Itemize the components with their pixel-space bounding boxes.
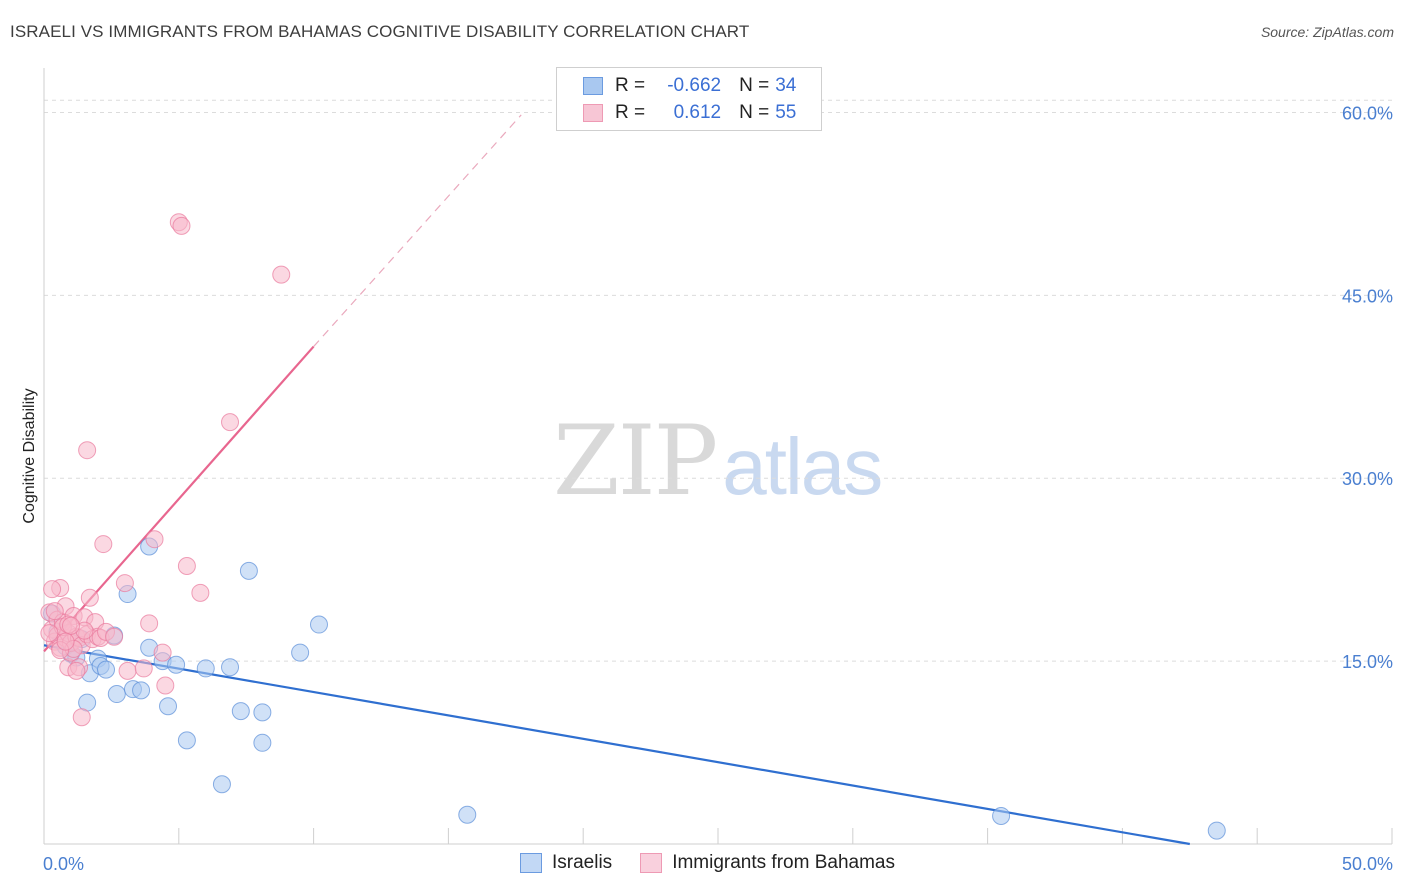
point-israelis xyxy=(159,697,178,716)
legend-n-label: N = xyxy=(739,102,770,123)
point-israelis xyxy=(177,731,196,750)
series-legend-israelis[interactable]: Israelis xyxy=(520,852,612,874)
legend-row-israelis: R = -0.662 N = 34 xyxy=(583,73,796,99)
point-bahamas xyxy=(94,535,113,554)
legend-r-label: R = xyxy=(615,75,646,96)
trend-line-bahamas xyxy=(43,345,315,653)
legend-r-value: 0.612 xyxy=(673,102,722,123)
x-tick-label: 50.0% xyxy=(1342,854,1393,874)
legend-r-label: R = xyxy=(615,102,646,123)
point-israelis xyxy=(212,775,231,794)
trend-line-israelis xyxy=(43,644,1190,846)
watermark-atlas: atlas xyxy=(722,422,883,511)
chart-title: ISRAELI VS IMMIGRANTS FROM BAHAMAS COGNI… xyxy=(10,22,750,41)
y-tick-label: 45.0% xyxy=(1342,286,1393,306)
point-israelis xyxy=(253,733,272,752)
trend-line-bahamas-extension xyxy=(313,114,522,347)
point-bahamas xyxy=(72,708,91,727)
point-israelis xyxy=(107,685,126,704)
watermark: ZIPatlas xyxy=(553,405,883,517)
point-bahamas xyxy=(67,661,86,680)
legend-swatch-israelis xyxy=(583,77,603,95)
point-bahamas xyxy=(115,574,134,593)
point-israelis xyxy=(167,655,186,674)
y-tick-label: 30.0% xyxy=(1342,469,1393,489)
point-bahamas xyxy=(140,614,159,633)
point-bahamas xyxy=(45,602,64,621)
point-israelis xyxy=(458,805,477,824)
series-name-bahamas: Immigrants from Bahamas xyxy=(672,852,895,873)
point-bahamas xyxy=(221,413,240,432)
point-bahamas xyxy=(272,265,291,284)
y-tick-label: 60.0% xyxy=(1342,103,1393,123)
tick-labels: 15.0% 30.0% 45.0% 60.0% 0.0% 50.0% Cognitive D… xyxy=(21,103,1393,874)
correlation-legend: R = -0.662 N = 34 R = 0.612 N = 55 xyxy=(556,67,822,131)
legend-r-value: -0.662 xyxy=(667,75,722,96)
point-bahamas xyxy=(43,580,62,599)
point-israelis xyxy=(309,615,328,634)
point-bahamas xyxy=(78,441,97,460)
point-israelis xyxy=(132,681,151,700)
legend-n-label: N = xyxy=(739,75,770,96)
source-label[interactable]: Source: ZipAtlas.com xyxy=(1260,24,1394,40)
point-bahamas xyxy=(80,588,99,607)
point-bahamas xyxy=(40,624,59,643)
point-bahamas xyxy=(134,659,153,678)
series-swatch-bahamas xyxy=(640,853,663,873)
legend-n-value: 34 xyxy=(775,75,797,96)
y-axis-label: Cognitive Disability xyxy=(21,388,38,523)
point-israelis xyxy=(291,643,310,662)
series-legend: Israelis Immigrants from Bahamas xyxy=(520,852,923,874)
series-name-israelis: Israelis xyxy=(552,852,613,873)
point-israelis xyxy=(253,703,272,722)
point-bahamas xyxy=(177,557,196,576)
point-bahamas xyxy=(172,216,191,235)
series-legend-bahamas[interactable]: Immigrants from Bahamas xyxy=(640,852,895,874)
y-tick-label: 15.0% xyxy=(1342,652,1393,672)
point-bahamas xyxy=(118,661,137,680)
legend-row-bahamas: R = 0.612 N = 55 xyxy=(583,100,796,126)
x-tick-label: 0.0% xyxy=(43,854,84,874)
point-israelis xyxy=(196,659,215,678)
watermark-zip: ZIP xyxy=(553,405,718,517)
point-israelis xyxy=(231,702,250,721)
point-bahamas xyxy=(56,632,75,651)
trend-lines xyxy=(43,114,1190,846)
legend-n-value: 55 xyxy=(775,102,797,123)
point-bahamas xyxy=(156,676,175,695)
point-israelis xyxy=(1207,821,1226,840)
series-swatch-israelis xyxy=(520,853,542,873)
point-bahamas xyxy=(145,530,164,549)
point-israelis xyxy=(992,806,1011,825)
point-israelis xyxy=(239,561,258,580)
point-bahamas xyxy=(191,583,210,602)
axes xyxy=(43,68,1393,845)
point-israelis xyxy=(221,658,240,677)
point-bahamas xyxy=(61,616,80,635)
point-bahamas xyxy=(153,643,172,662)
point-bahamas xyxy=(105,627,124,646)
legend-swatch-bahamas xyxy=(583,104,603,122)
data-points xyxy=(40,213,1226,840)
point-israelis xyxy=(97,660,116,679)
